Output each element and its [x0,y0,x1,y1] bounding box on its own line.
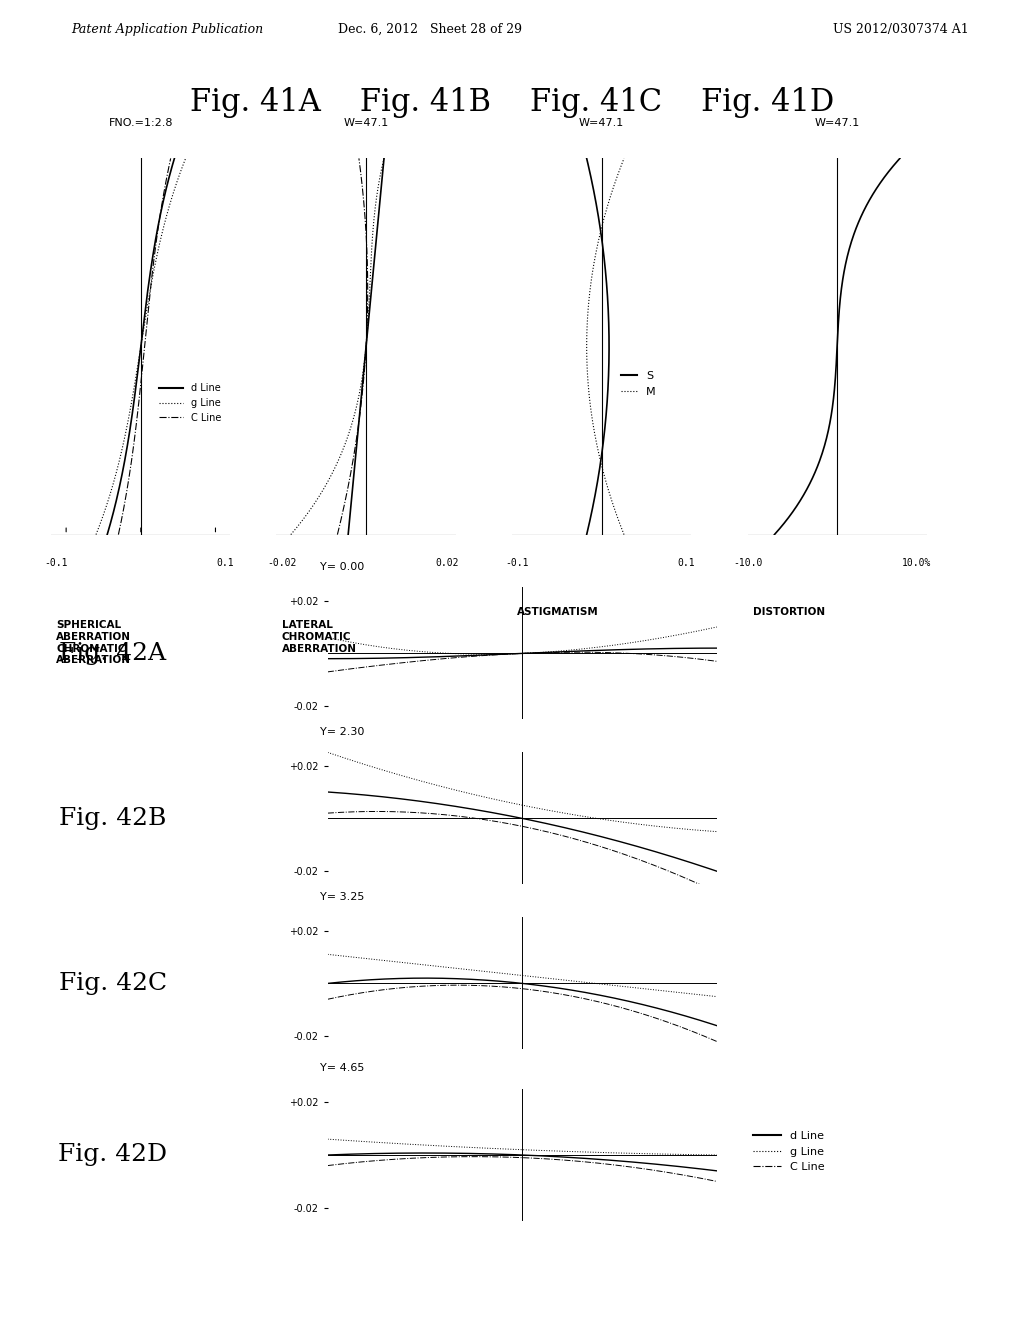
Text: SPHERICAL
ABERRATION
CHROMATIC
ABERRATION: SPHERICAL ABERRATION CHROMATIC ABERRATIO… [56,620,131,665]
Text: Fig. 42B: Fig. 42B [59,807,166,830]
Text: 0.02: 0.02 [436,558,459,569]
Text: W=47.1: W=47.1 [343,119,389,128]
Text: W=47.1: W=47.1 [814,119,860,128]
Text: Y= 4.65: Y= 4.65 [319,1063,365,1073]
Text: Fig. 41A    Fig. 41B    Fig. 41C    Fig. 41D: Fig. 41A Fig. 41B Fig. 41C Fig. 41D [189,87,835,117]
Text: 10.0%: 10.0% [902,558,931,569]
Text: ASTIGMATISM: ASTIGMATISM [517,607,599,618]
Text: Patent Application Publication: Patent Application Publication [72,24,264,36]
Text: DISTORTION: DISTORTION [753,607,824,618]
Text: 0.1: 0.1 [677,558,695,569]
Text: 0.1: 0.1 [216,558,234,569]
Text: Fig. 42D: Fig. 42D [58,1143,167,1167]
Legend: S, M: S, M [616,367,660,401]
Text: W=47.1: W=47.1 [579,119,625,128]
Text: -0.02: -0.02 [267,558,296,569]
Text: Y= 2.30: Y= 2.30 [319,726,365,737]
Text: Fig. 42C: Fig. 42C [58,972,167,995]
Text: LATERAL
CHROMATIC
ABERRATION: LATERAL CHROMATIC ABERRATION [282,620,356,653]
Text: Fig. 42A: Fig. 42A [59,642,166,665]
Text: Y= 0.00: Y= 0.00 [319,561,365,572]
Legend: d Line, g Line, C Line: d Line, g Line, C Line [155,379,225,426]
Text: -0.1: -0.1 [506,558,528,569]
Text: US 2012/0307374 A1: US 2012/0307374 A1 [834,24,969,36]
Text: Y= 3.25: Y= 3.25 [319,891,365,902]
Legend: d Line, g Line, C Line: d Line, g Line, C Line [753,1131,824,1172]
Text: Dec. 6, 2012   Sheet 28 of 29: Dec. 6, 2012 Sheet 28 of 29 [338,24,522,36]
Text: -0.1: -0.1 [45,558,68,569]
Text: FNO.=1:2.8: FNO.=1:2.8 [109,119,173,128]
Text: -10.0: -10.0 [733,558,762,569]
